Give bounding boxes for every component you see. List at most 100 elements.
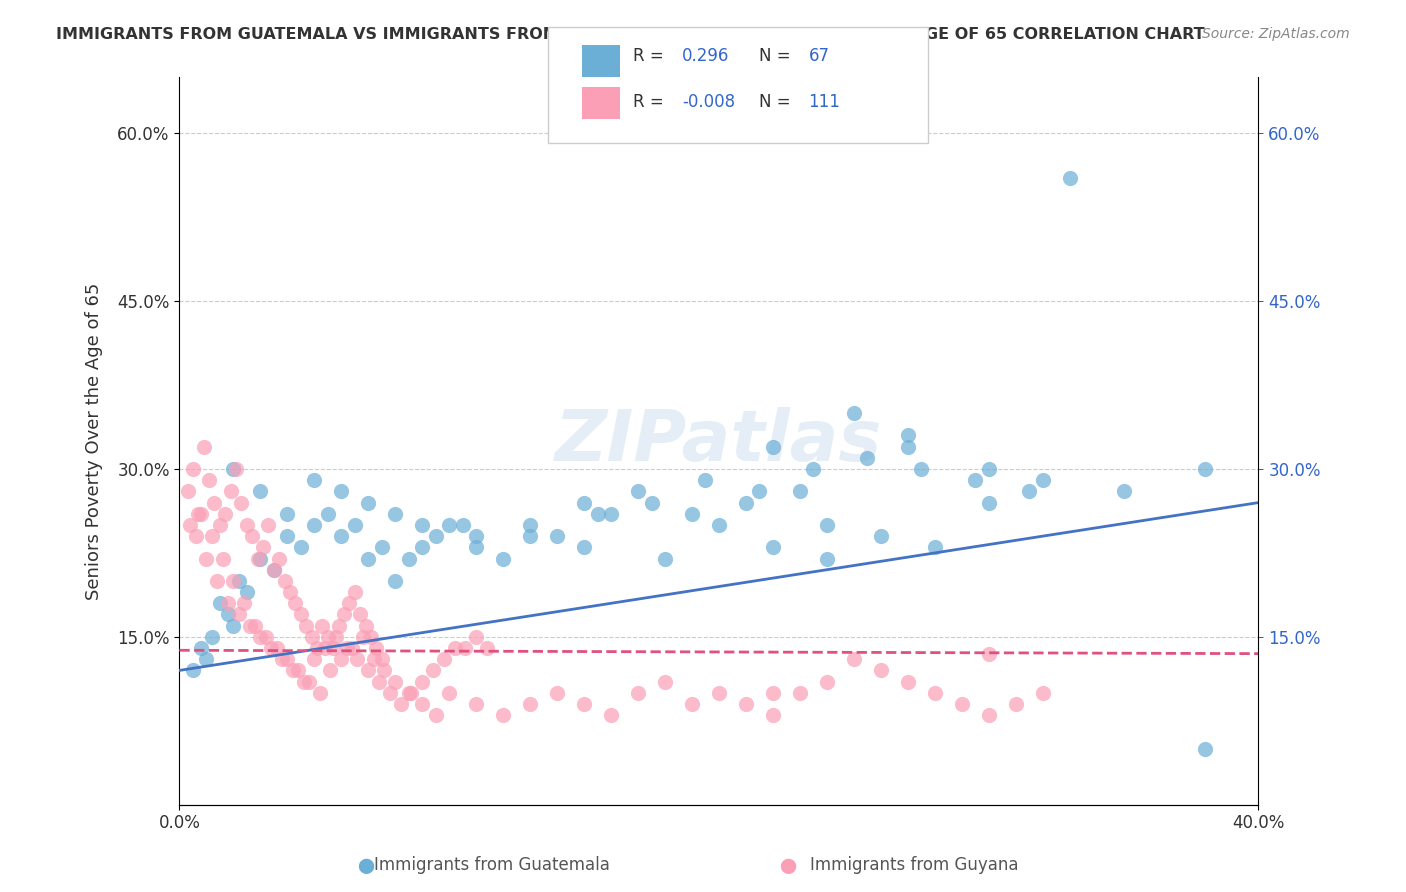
Point — [325, 630, 347, 644]
Point — [654, 674, 676, 689]
Point — [316, 507, 339, 521]
Point — [492, 708, 515, 723]
Point — [398, 686, 420, 700]
Point — [290, 541, 312, 555]
Point — [748, 484, 770, 499]
Point — [600, 708, 623, 723]
Point — [304, 473, 326, 487]
Point — [184, 529, 207, 543]
Point — [1194, 741, 1216, 756]
Text: ZIPatlas: ZIPatlas — [555, 407, 883, 475]
Point — [337, 596, 360, 610]
Point — [924, 541, 946, 555]
Point — [231, 495, 253, 509]
Point — [328, 618, 350, 632]
Text: N =: N = — [759, 93, 790, 111]
Point — [1112, 484, 1135, 499]
Point — [977, 462, 1000, 476]
Point — [869, 664, 891, 678]
Point — [707, 518, 730, 533]
Point — [305, 641, 328, 656]
Text: Immigrants from Guyana: Immigrants from Guyana — [810, 855, 1018, 873]
Point — [304, 518, 326, 533]
Point — [343, 585, 366, 599]
Point — [176, 484, 198, 499]
Point — [519, 529, 541, 543]
Point — [1032, 473, 1054, 487]
Point — [287, 664, 309, 678]
Point — [371, 652, 394, 666]
Point — [266, 641, 288, 656]
Point — [340, 641, 363, 656]
Point — [211, 551, 233, 566]
Point — [314, 641, 336, 656]
Point — [246, 551, 269, 566]
Point — [222, 462, 245, 476]
Point — [735, 697, 758, 711]
Point — [214, 507, 236, 521]
Point — [368, 674, 391, 689]
Point — [425, 529, 447, 543]
Point — [856, 450, 879, 465]
Point — [228, 607, 250, 622]
Point — [454, 641, 477, 656]
Point — [411, 541, 433, 555]
Point — [354, 618, 377, 632]
Point — [465, 529, 488, 543]
Point — [298, 674, 321, 689]
Point — [378, 686, 401, 700]
Point — [346, 652, 368, 666]
Point — [322, 641, 344, 656]
Point — [263, 563, 285, 577]
Point — [422, 664, 444, 678]
Point — [249, 551, 271, 566]
Point — [363, 652, 385, 666]
Point — [330, 484, 353, 499]
Point — [451, 518, 474, 533]
Point — [924, 686, 946, 700]
Point — [384, 507, 406, 521]
Point — [217, 596, 239, 610]
Point — [336, 641, 359, 656]
Text: ⬤: ⬤ — [357, 858, 374, 873]
Point — [236, 585, 259, 599]
Point — [195, 551, 218, 566]
Point — [222, 618, 245, 632]
Point — [276, 529, 298, 543]
Point — [271, 652, 294, 666]
Point — [254, 630, 277, 644]
Point — [762, 708, 785, 723]
Point — [789, 686, 811, 700]
Point — [384, 674, 406, 689]
Point — [333, 607, 356, 622]
Point — [1004, 697, 1026, 711]
Point — [411, 518, 433, 533]
Point — [236, 518, 259, 533]
Point — [572, 541, 595, 555]
Point — [343, 518, 366, 533]
Point — [389, 697, 412, 711]
Point — [373, 664, 395, 678]
Point — [208, 518, 231, 533]
Y-axis label: Seniors Poverty Over the Age of 65: Seniors Poverty Over the Age of 65 — [86, 283, 103, 599]
Point — [187, 507, 209, 521]
Point — [977, 495, 1000, 509]
Point — [681, 697, 703, 711]
Point — [572, 697, 595, 711]
Point — [290, 607, 312, 622]
Point — [654, 551, 676, 566]
Point — [897, 440, 920, 454]
Point — [330, 652, 353, 666]
Point — [425, 708, 447, 723]
Point — [190, 507, 212, 521]
Point — [437, 686, 460, 700]
Point — [208, 596, 231, 610]
Point — [252, 541, 274, 555]
Point — [238, 618, 260, 632]
Point — [257, 518, 280, 533]
Point — [1194, 462, 1216, 476]
Point — [276, 507, 298, 521]
Point — [366, 641, 388, 656]
Point — [519, 518, 541, 533]
Point — [1018, 484, 1040, 499]
